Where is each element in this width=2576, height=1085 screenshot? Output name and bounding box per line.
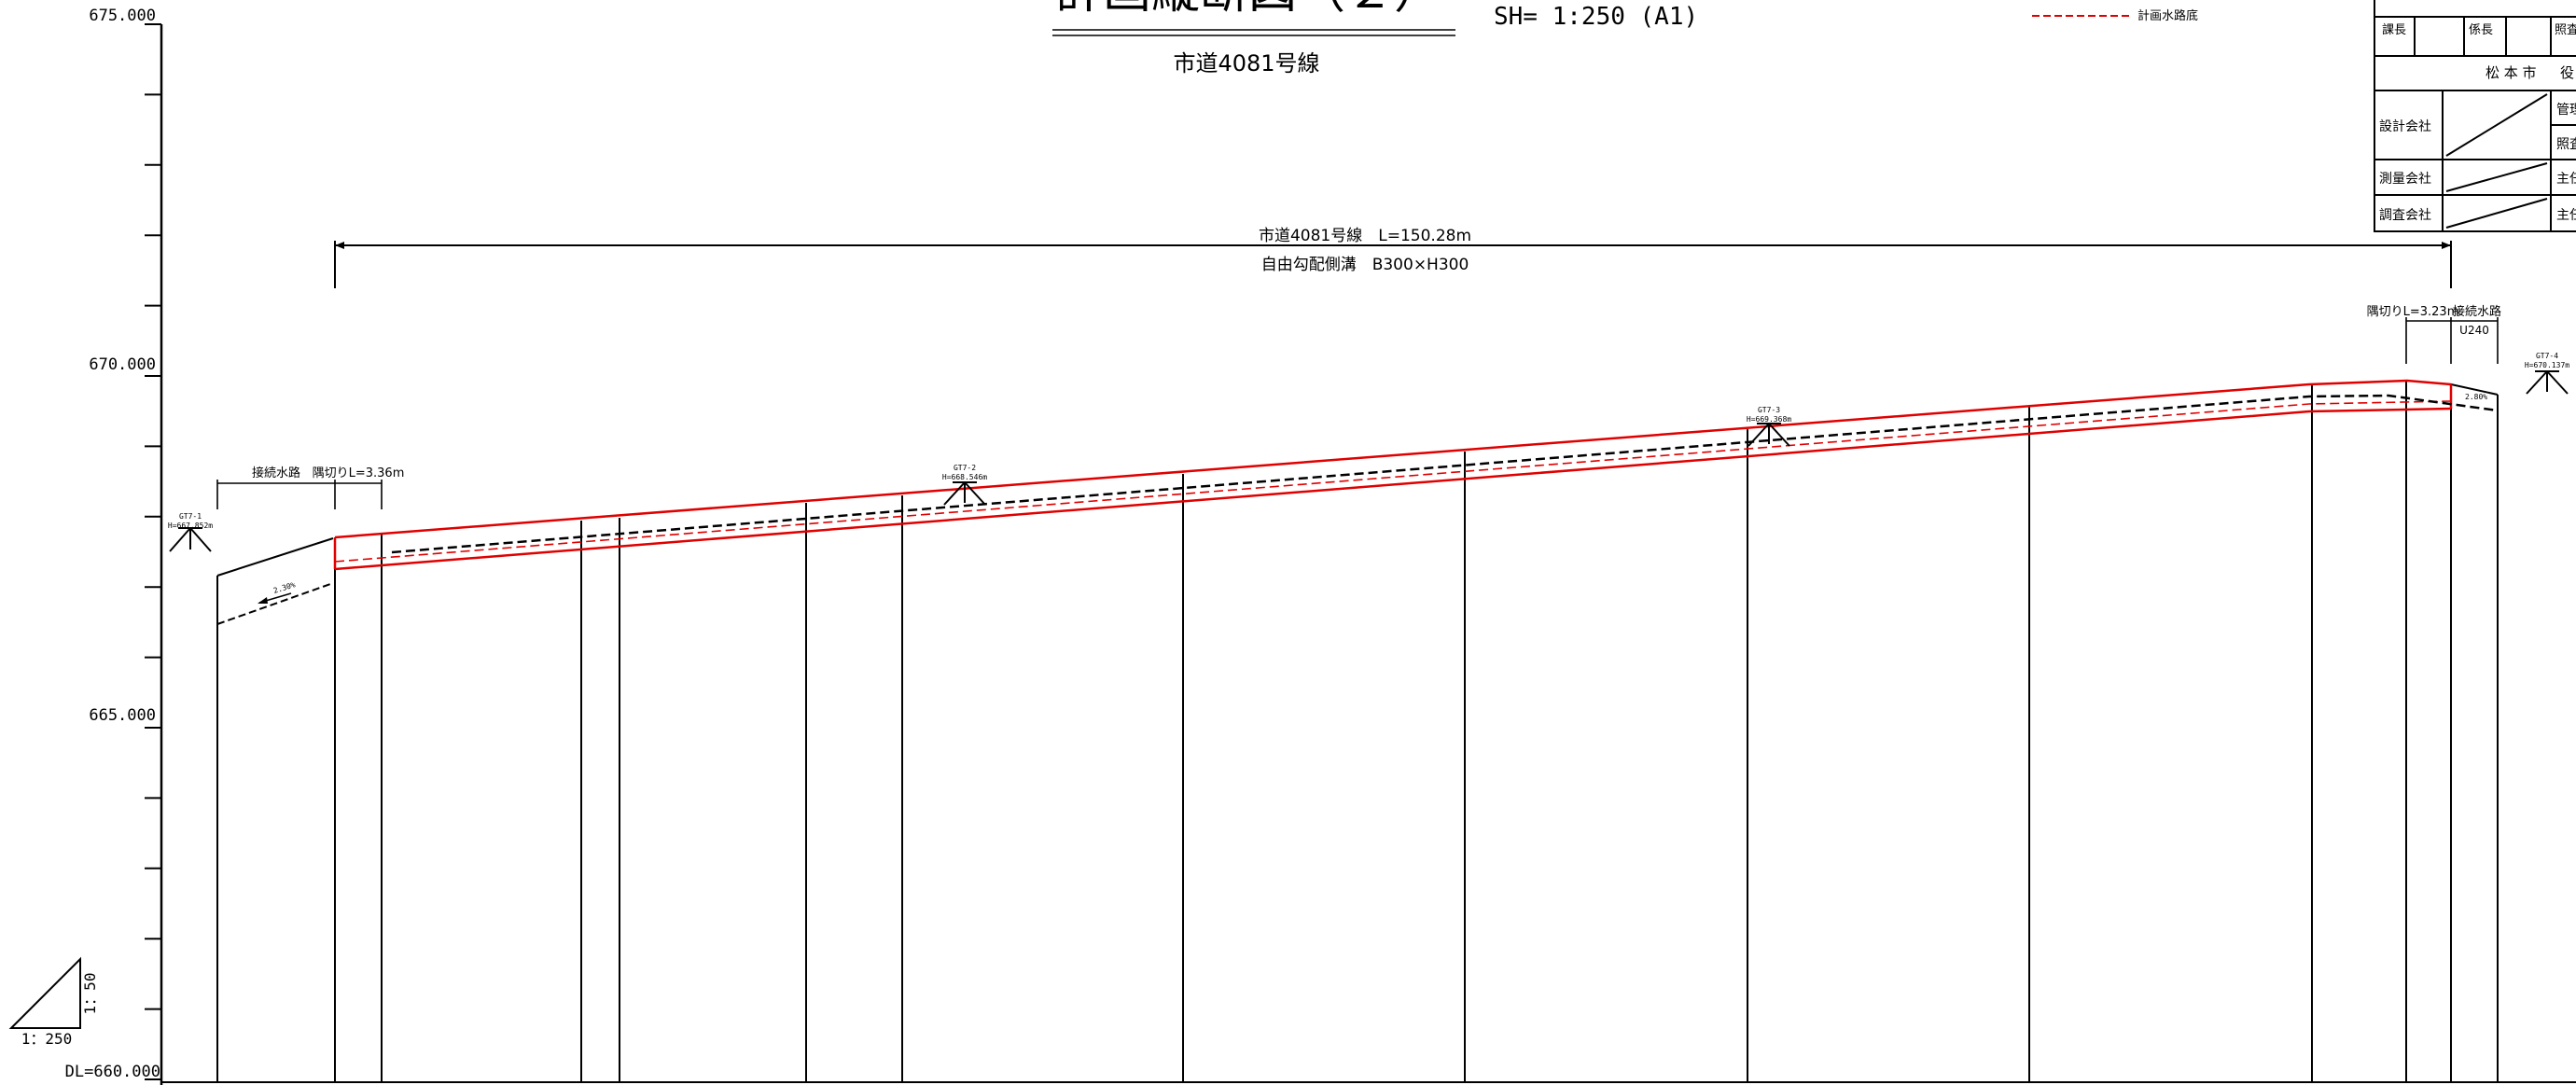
existing-bottom-left xyxy=(216,582,334,625)
slope-triangle xyxy=(8,956,81,1029)
benchmark-name: GT7-2 xyxy=(954,464,976,472)
tb-shousa2: 照査 xyxy=(2556,137,2576,152)
slope-arrowhead-left xyxy=(258,597,268,604)
plan-ditch-top xyxy=(334,379,2452,539)
elevation-label-665: 665.000 xyxy=(89,706,156,725)
tb-kanri: 管理 xyxy=(2556,103,2576,118)
elevation-axis xyxy=(145,23,163,1085)
tb-survey-company: 測量会社 xyxy=(2379,172,2431,187)
tb-city: 松 本 市 xyxy=(2485,64,2537,81)
legend-plan-bottom-label: 計画水路底 xyxy=(2137,8,2198,23)
existing-ground-left xyxy=(216,537,334,577)
slope-label-left: 2.30% xyxy=(272,580,297,595)
slope-triangle-vertical: 1：50 xyxy=(81,973,99,1015)
tb-shousa: 照査 xyxy=(2555,23,2576,37)
tb-shunin1: 主任 xyxy=(2556,172,2576,187)
benchmark-height: H=669.368m xyxy=(1747,415,1791,424)
tb-kacho: 課長 xyxy=(2382,22,2406,37)
benchmark-name: GT7-1 xyxy=(179,512,202,521)
elevation-label-670: 670.000 xyxy=(89,355,156,374)
title-block xyxy=(2374,0,2576,232)
existing-ground-right xyxy=(2450,383,2499,396)
benchmark-gt7-2: GT7-2 H=668.546m xyxy=(942,464,987,506)
tb-shunin2: 主任 xyxy=(2556,208,2576,223)
tb-design-company: 設計会社 xyxy=(2379,119,2431,134)
benchmark-symbol-icon xyxy=(1748,423,1790,447)
benchmark-gt7-1: GT7-1 H=667.852m xyxy=(168,512,213,552)
right-u-label: U240 xyxy=(2459,324,2489,337)
drawing-title: 計画縦断図（２） xyxy=(1054,0,1442,20)
slope-label-right: 2.80% xyxy=(2465,393,2487,401)
station-lines xyxy=(216,381,2499,1082)
benchmark-gt7-3: GT7-3 H=669.368m xyxy=(1747,406,1791,447)
right-cut-label: 隅切りL=3.23m xyxy=(2367,305,2459,319)
tb-city-tail: 役 xyxy=(2560,64,2574,81)
left-cut-label: 隅切りL=3.36m xyxy=(313,466,405,480)
tb-investigation-company: 調査会社 xyxy=(2379,208,2431,223)
scale-text: SH= 1:250 (A1) xyxy=(1494,3,1698,31)
benchmark-symbol-icon xyxy=(943,481,986,506)
benchmark-gt7-4: GT7-4 H=670.137m xyxy=(2525,352,2569,395)
road-length-label: 市道4081号線 L=150.28m xyxy=(1259,227,1471,245)
plan-ditch-inner xyxy=(334,400,2452,563)
left-connect-label: 接続水路 xyxy=(252,466,300,480)
benchmark-symbol-icon xyxy=(2526,370,2569,395)
benchmark-height: H=668.546m xyxy=(942,473,987,481)
existing-ditch-dashed xyxy=(391,394,2499,554)
benchmark-height: H=667.852m xyxy=(168,522,213,530)
plan-ditch-bottom xyxy=(334,407,2452,571)
ditch-spec-label: 自由勾配側溝 B300×H300 xyxy=(1261,256,1469,274)
elevation-label-675: 675.000 xyxy=(89,7,156,25)
datum-label: DL=660.000 xyxy=(65,1063,160,1081)
tb-kakaricho: 係長 xyxy=(2469,23,2493,37)
drawing-subtitle: 市道4081号線 xyxy=(1173,50,1319,77)
benchmark-name: GT7-4 xyxy=(2536,352,2558,360)
benchmark-name: GT7-3 xyxy=(1758,406,1780,414)
benchmark-symbol-icon xyxy=(169,527,212,552)
right-connect-label: 接続水路 xyxy=(2453,304,2501,319)
benchmark-height: H=670.137m xyxy=(2525,361,2569,369)
slope-triangle-horizontal: 1：250 xyxy=(21,1030,73,1048)
road-length-arrow-right xyxy=(2442,242,2451,249)
road-length-arrow-left xyxy=(335,242,344,249)
